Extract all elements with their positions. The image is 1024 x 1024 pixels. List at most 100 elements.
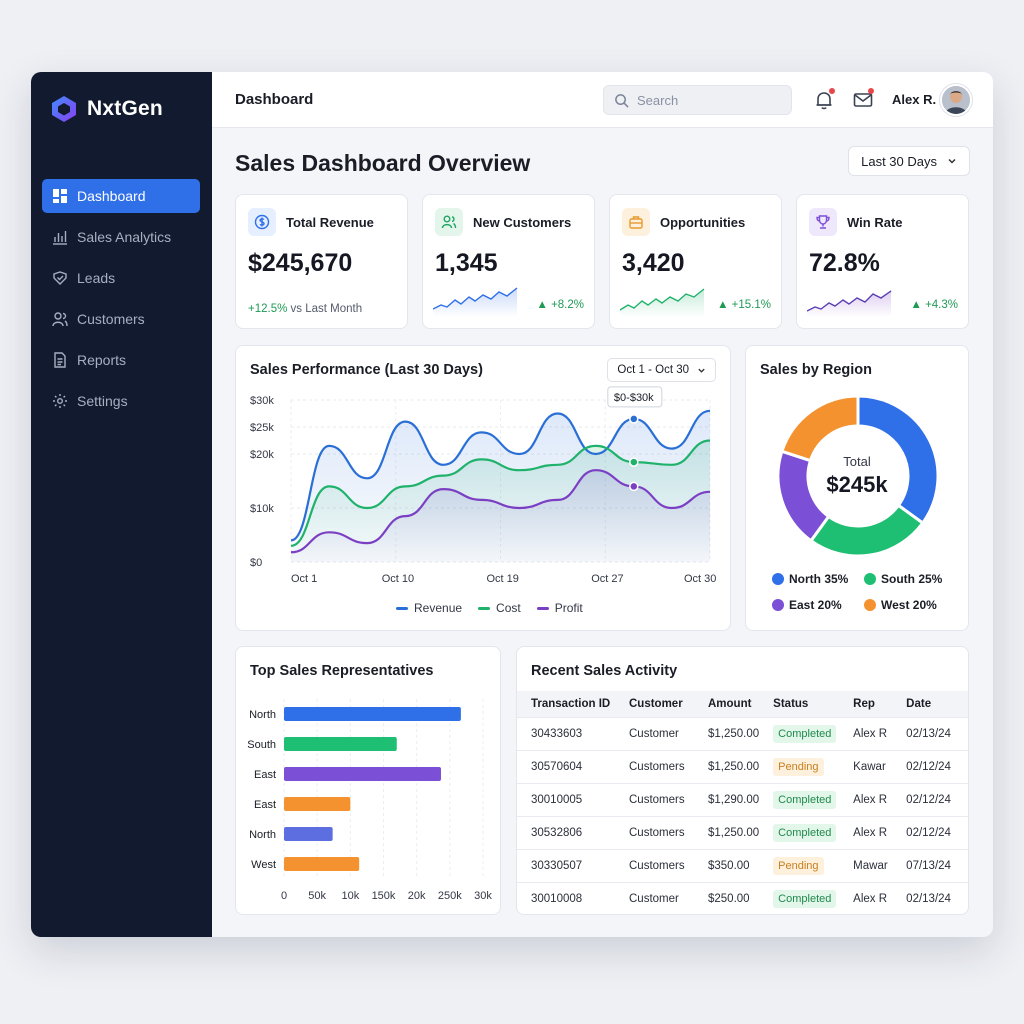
y-tick-label: $25k [250,422,274,434]
hexagon-logo-icon [52,96,76,122]
column-header[interactable]: Customer [615,691,694,717]
sidebar-item-reports[interactable]: Reports [42,343,200,377]
brand[interactable]: NxtGen [51,94,163,124]
cell-amount: $1,250.00 [694,815,760,849]
search-icon [615,93,629,108]
cell-date: 02/12/24 [892,815,968,849]
kpi-value: 72.8% [809,249,880,277]
status-badge: Completed [773,823,837,842]
cell-customer: Customer [615,716,694,750]
kpi-value: 1,345 [435,249,498,277]
cell-customer: Customer [615,881,694,914]
date-range-label: Last 30 Days [861,153,937,169]
user-name[interactable]: Alex R. [892,92,937,107]
table-row[interactable]: 30570604 Customers $1,250.00 Pending Kawar 02… [517,749,968,783]
cell-amount: $250.00 [694,881,760,914]
performance-range-dropdown[interactable]: Oct 1 - Oct 30 [607,358,716,382]
legend-south[interactable]: South 25% [864,572,956,586]
table-row[interactable]: 30433603 Customer $1,250.00 Completed Alex R… [517,716,968,750]
kpi-delta: +12.5% [248,303,288,315]
column-header[interactable]: Rep [839,691,893,717]
chart-tooltip [607,386,663,408]
cell-amount: $350.00 [694,848,760,882]
cell-rep: Mawar [839,848,893,882]
x-tick-label: Oct 30 [684,573,716,585]
bell-icon [816,92,832,110]
column-header[interactable]: Date [892,691,968,717]
table-row[interactable]: 30532806 Customers $1,250.00 Completed Alex … [517,815,968,849]
sales-performance-card: Sales Performance (Last 30 Days) Oct 1 -… [235,345,731,631]
kpi-card-new-customers[interactable]: New Customers 1,345 ▲ +8.2% [422,194,595,329]
bar-east[interactable] [284,797,351,811]
x-tick-label: 20k [408,890,426,902]
kpi-card-win-rate[interactable]: Win Rate 72.8% ▲ +4.3% [796,194,969,329]
data-point-revenue[interactable] [629,414,639,424]
column-header[interactable]: Status [759,691,840,717]
bar-north[interactable] [284,827,333,841]
kpi-card-total-revenue[interactable]: Total Revenue $245,670 +12.5% vs Last Mo… [235,194,408,329]
bar-north[interactable] [284,707,461,721]
cell-customer: Customers [615,782,694,816]
x-tick-label: Oct 10 [382,573,414,585]
table-row[interactable]: 30010008 Customer $250.00 Completed Alex R 02… [517,881,968,914]
x-tick-label: 30k [474,890,492,902]
chevron-down-icon [698,368,705,373]
y-tick-label: $30k [250,395,274,407]
table-row[interactable]: 30010005 Customers $1,290.00 Completed Alex … [517,782,968,816]
cell-rep: Alex R [839,815,893,849]
legend-cost[interactable]: Cost [478,601,521,615]
table-row[interactable]: 30330507 Customers $350.00 Pending Mawar 07/1… [517,848,968,882]
cell-amount: $1,250.00 [694,716,760,750]
donut-center-label: Total [843,454,871,469]
legend-east[interactable]: East 20% [772,598,864,612]
notifications-button[interactable] [813,88,835,111]
kpi-compare: vs Last Month [290,303,363,315]
avatar[interactable] [940,84,972,116]
messages-button[interactable] [852,88,874,111]
legend-west[interactable]: West 20% [864,598,956,612]
gear-icon [53,394,67,408]
bar-chart-icon [53,231,67,245]
page-title: Sales Dashboard Overview [235,150,531,176]
donut-slice-north[interactable] [856,394,940,526]
date-range-dropdown[interactable]: Last 30 Days [848,146,970,176]
sidebar-item-customers[interactable]: Customers [42,302,200,336]
kpi-card-opportunities[interactable]: Opportunities 3,420 ▲ +15.1% [609,194,782,329]
performance-range-label: Oct 1 - Oct 30 [617,364,689,376]
bar-west[interactable] [284,857,360,871]
sales-by-region-chart [776,394,940,558]
sparkline-opportunities [620,288,705,317]
top-sales-reps-card: Top Sales Representatives 0 50k 10k 150k 20k… [235,646,501,915]
cell-status: Pending [759,749,840,783]
column-header[interactable]: Transaction ID [517,691,615,717]
sidebar-item-sales-analytics[interactable]: Sales Analytics [42,220,200,254]
donut-slice-west[interactable] [780,394,860,463]
cell-amount: $1,250.00 [694,749,760,783]
sidebar-item-settings[interactable]: Settings [42,384,200,418]
cell-rep: Kawar [839,749,893,783]
search-box[interactable] [603,85,792,115]
sidebar-item-dashboard[interactable]: Dashboard [42,179,200,213]
x-tick-label: Oct 1 [291,573,317,585]
bar-south[interactable] [284,737,397,751]
search-input[interactable] [637,92,777,108]
sidebar: NxtGen Dashboard Sales Analytics Leads C… [31,72,212,937]
sidebar-item-leads[interactable]: Leads [42,261,200,295]
kpi-value: $245,670 [248,249,353,277]
x-tick-label: 50k [308,890,326,902]
sidebar-item-label: Leads [77,270,116,286]
donut-center-value: $245k [826,472,888,497]
cell-status: Completed [759,881,840,914]
column-header[interactable]: Amount [694,691,760,717]
data-point-cost[interactable] [629,457,639,467]
legend-profit[interactable]: Profit [536,601,583,615]
cell-id: 30532806 [517,815,615,849]
legend-north[interactable]: North 35% [772,572,864,586]
kpi-header: Total Revenue [248,208,374,236]
legend-revenue[interactable]: Revenue [396,601,462,615]
cell-status: Pending [759,848,840,882]
cell-date: 02/12/24 [892,749,968,783]
data-point-profit[interactable] [629,481,639,492]
bar-east[interactable] [284,767,441,781]
donut-slice-south[interactable] [808,503,925,558]
